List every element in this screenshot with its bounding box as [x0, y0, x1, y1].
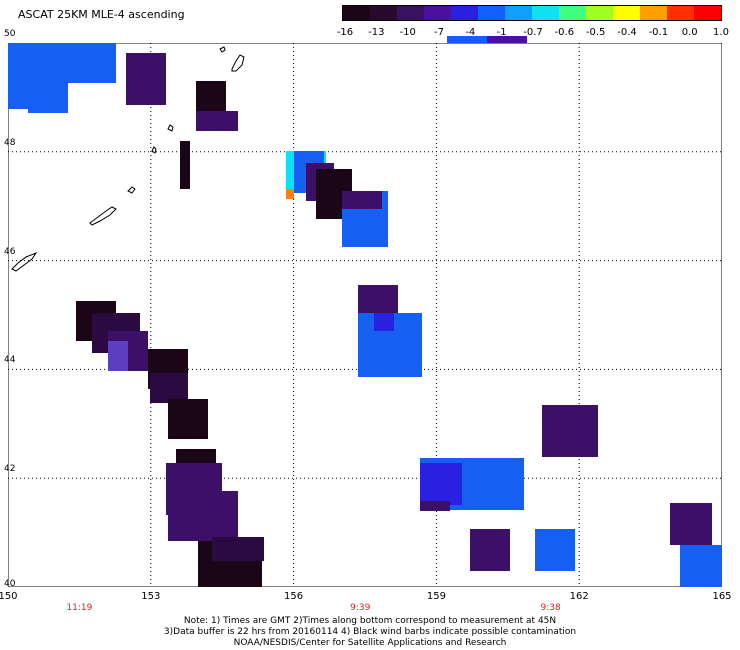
wind-cell [28, 53, 68, 113]
latitude-label: 46 [4, 246, 16, 257]
latitude-label: 50 [4, 29, 16, 39]
wind-cell [342, 191, 382, 209]
island-outline [167, 124, 174, 132]
color-scale-tick-label: -1 [496, 27, 507, 38]
longitude-label: 156 [284, 591, 304, 602]
color-scale-segment [694, 6, 721, 20]
wind-cell [420, 501, 450, 511]
color-scale-tick-label: -0.1 [648, 27, 669, 38]
longitude-label: 165 [712, 591, 732, 602]
wind-cell [108, 341, 128, 371]
color-scale-tick-label: -0.7 [523, 27, 543, 38]
wind-cell [286, 189, 294, 199]
pass-time-label: 9:39 [350, 603, 371, 613]
color-scale-tick-label: -7 [434, 27, 444, 38]
wind-cell [535, 529, 575, 571]
color-scale-tick-label: -0.4 [617, 27, 637, 38]
color-scale-tick-label: 0.0 [681, 27, 698, 38]
pass-time-label: 9:38 [540, 603, 561, 613]
color-scale-bar [342, 5, 722, 21]
color-scale-segment [370, 6, 397, 20]
longitude-label: 159 [426, 591, 446, 602]
color-scale-segment [667, 6, 694, 20]
longitude-label: 153 [141, 591, 161, 602]
color-scale-tick-label: 1.0 [713, 27, 729, 38]
island-outline [11, 251, 38, 272]
wind-cell [180, 141, 190, 189]
color-scale-segment [532, 6, 559, 20]
color-scale-tick-label: -16 [336, 27, 354, 38]
color-scale-tick-label: -0.5 [585, 27, 606, 38]
color-scale-tick-label: -0.6 [554, 27, 575, 38]
coastline [11, 46, 245, 272]
wind-cell [66, 43, 116, 83]
island-outline [151, 146, 157, 154]
color-scale-segment [559, 6, 586, 20]
color-sample-blue [447, 36, 487, 43]
color-scale-segment [343, 6, 370, 20]
wind-cell [126, 53, 166, 105]
latitude-label: 48 [4, 137, 16, 148]
wind-cell [168, 491, 238, 541]
latitude-label: 44 [4, 355, 16, 366]
color-scale-segment [586, 6, 613, 20]
longitude-label: 150 [0, 591, 18, 602]
color-scale-tick-label: -13 [368, 27, 385, 38]
color-sample-purple [487, 36, 527, 43]
wind-cell [542, 405, 598, 457]
wind-cell [168, 399, 208, 439]
latitude-label: 42 [4, 464, 16, 475]
wind-cell [374, 313, 394, 331]
color-scale-tick-label: -10 [399, 27, 416, 38]
island-outline [127, 186, 136, 194]
color-scale-segment [640, 6, 667, 20]
wind-cell [470, 529, 510, 571]
color-scale-segment [424, 6, 451, 20]
color-scale-tick-label: -4 [465, 27, 476, 38]
wind-cell [670, 503, 712, 545]
footer-note-line-1: Note: 1) Times are GMT 2)Times along bot… [183, 616, 557, 626]
color-scale-segment [613, 6, 640, 20]
island-outline [219, 46, 226, 53]
color-scale-segment [505, 6, 532, 20]
product-title: ASCAT 25KM MLE-4 ascending [18, 8, 185, 21]
wind-cell [196, 111, 238, 131]
color-scale-segment [451, 6, 478, 20]
longitude-label: 162 [569, 591, 589, 602]
footer-note-line-2: 3)Data buffer is 22 hrs from 20160114 4)… [163, 627, 577, 637]
wind-cell [212, 537, 264, 561]
color-scale-segment [478, 6, 505, 20]
wind-measurement-cells [8, 43, 722, 587]
color-scale-segment [397, 6, 424, 20]
scatterometer-map [8, 43, 722, 587]
footer-credit: NOAA/NESDIS/Center for Satellite Applica… [233, 638, 507, 648]
wind-cell [420, 463, 462, 505]
wind-cell [150, 373, 188, 403]
island-outline [231, 54, 245, 72]
island-outline [89, 206, 117, 226]
latitude-label: 40 [4, 579, 16, 589]
wind-cell [680, 545, 722, 587]
pass-time-label: 11:19 [66, 603, 93, 613]
